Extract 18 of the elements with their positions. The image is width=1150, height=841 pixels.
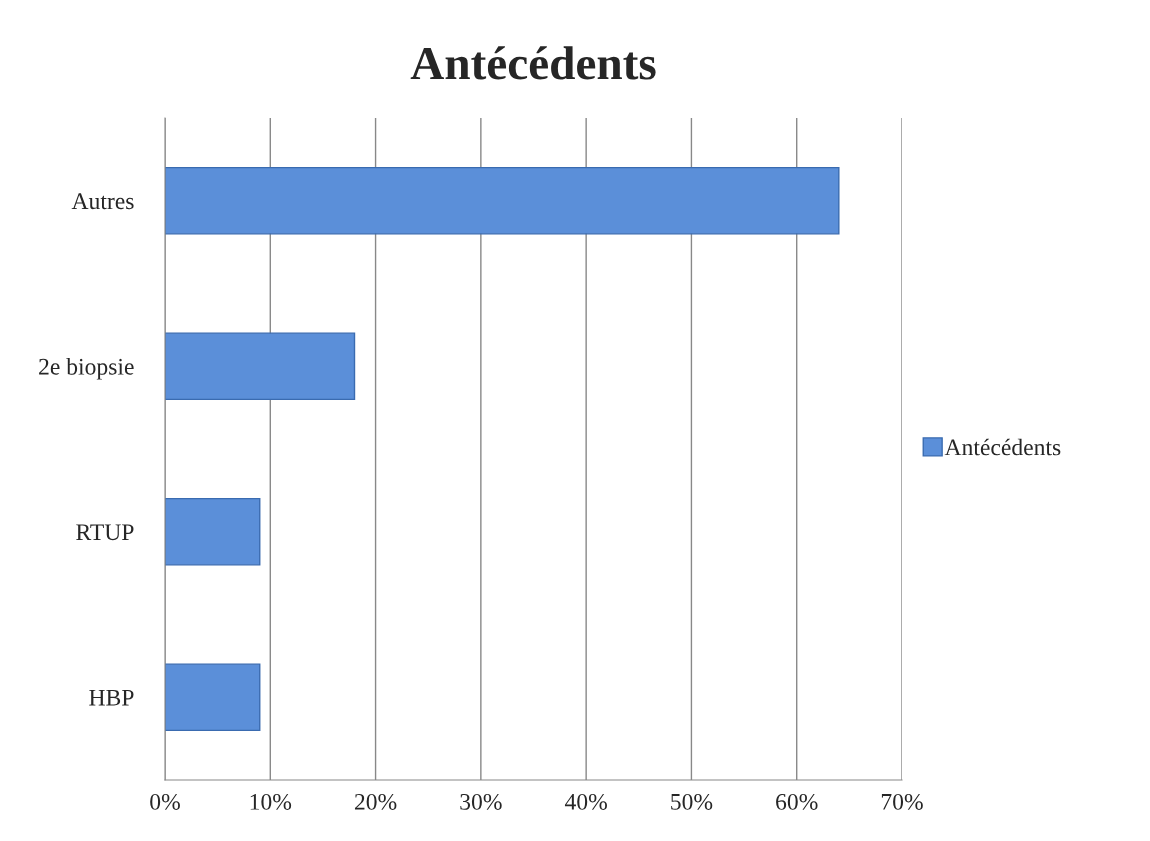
y-tick-label: 2e biopsie bbox=[39, 358, 134, 380]
legend-label: Antécédents bbox=[944, 438, 1061, 456]
x-tick-label: 70% bbox=[881, 793, 923, 810]
x-tick-label: 30% bbox=[460, 793, 502, 810]
x-tick-label: 60% bbox=[776, 793, 818, 810]
y-tick-label: HBP bbox=[89, 689, 134, 706]
bar bbox=[165, 497, 261, 566]
x-tick-label: 10% bbox=[250, 793, 292, 810]
x-tick-label: 40% bbox=[564, 793, 607, 810]
bar bbox=[165, 166, 840, 235]
chart-title: Antécédents bbox=[410, 46, 656, 80]
x-tick-label: 0% bbox=[150, 793, 180, 810]
bar bbox=[165, 332, 356, 401]
bar bbox=[165, 663, 261, 732]
y-tick-label: Autres bbox=[71, 193, 134, 210]
x-tick-label: 20% bbox=[354, 793, 397, 810]
y-tick-label: RTUP bbox=[76, 524, 134, 541]
x-tick-label: 50% bbox=[671, 793, 713, 810]
